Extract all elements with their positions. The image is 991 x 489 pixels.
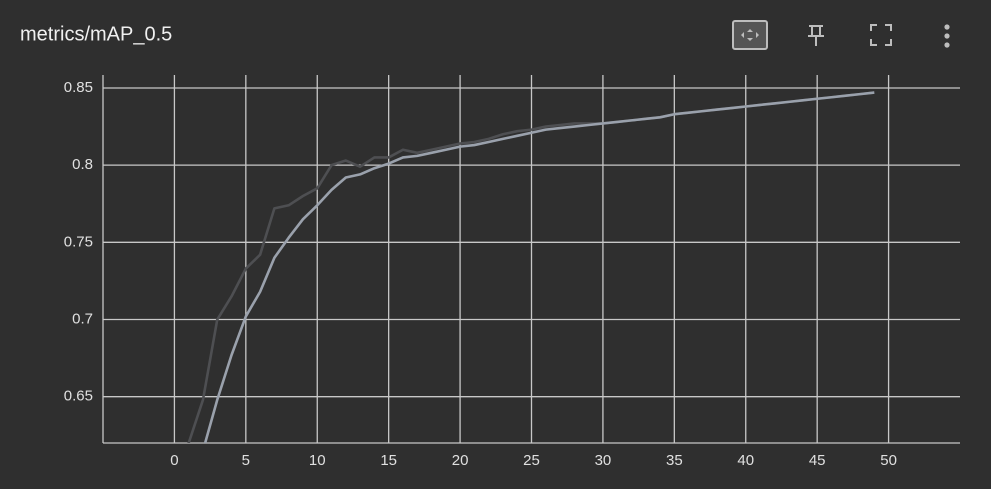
x-tick-label: 25 [523,452,540,469]
x-tick-label: 50 [880,452,897,469]
toolbar [732,20,950,50]
y-tick-label: 0.8 [72,156,93,173]
y-tick-label: 0.85 [64,79,93,96]
y-tick-label: 0.75 [64,233,93,250]
y-tick-label: 0.7 [72,310,93,327]
x-tick-label: 10 [309,452,326,469]
x-tick-label: 45 [809,452,826,469]
x-tick-label: 35 [666,452,683,469]
plot-area [187,91,875,443]
y-tick-label: 0.65 [64,388,93,405]
x-tick-label: 40 [737,452,754,469]
fullscreen-button[interactable] [870,24,892,46]
more-button[interactable] [944,24,950,48]
x-tick-label: 5 [242,452,250,469]
x-tick-label: 30 [595,452,612,469]
series-line [203,91,875,443]
x-tick-label: 15 [380,452,397,469]
fit-domain-button[interactable] [732,20,768,50]
chart-title: metrics/mAP_0.5 [20,23,172,45]
x-tick-label: 20 [452,452,469,469]
x-tick-label: 0 [170,452,178,469]
pin-button[interactable] [808,25,824,46]
